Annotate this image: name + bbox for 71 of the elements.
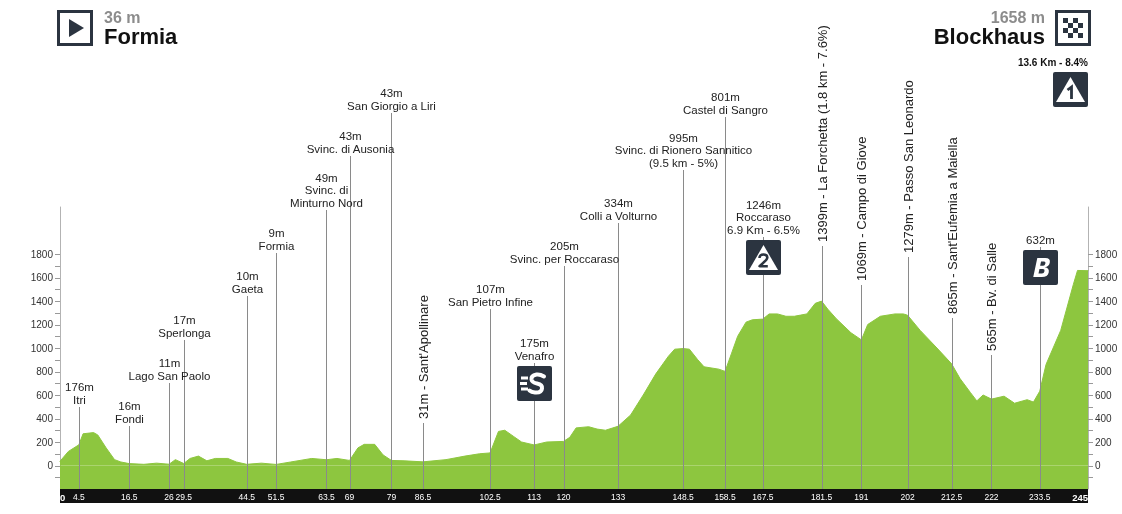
ref-line-label: 31m - Sant'Apollinare <box>416 295 431 419</box>
y2-tick-label: 800 <box>1095 366 1113 377</box>
x-tick-label: 167.5 <box>752 491 774 502</box>
text: 13.6 Km - 8.4% <box>1017 56 1089 68</box>
y2-tick-label: 600 <box>1095 389 1113 401</box>
ref-line-label: 9m Formia <box>258 227 295 252</box>
x-tick-label: 29.5 <box>175 491 193 502</box>
x-tick-label: 4.5 <box>72 491 86 502</box>
x-tick-label: 212.5 <box>940 491 963 502</box>
y-tick-label: 400 <box>36 413 54 424</box>
ref-line-label: 1279m - Passo San Leonardo <box>901 80 916 253</box>
x-tick-label: 44.5 <box>238 491 256 502</box>
ref-line-label: 107m San Pietro Infine <box>447 283 534 308</box>
y2-tick-label: 400 <box>1095 413 1113 424</box>
x-tick-label: 148.5 <box>672 491 694 502</box>
x-tick-label: 16.5 <box>120 491 138 502</box>
ref-line-label: 176m Itri <box>65 381 94 406</box>
x-tick-label: 79 <box>386 491 397 502</box>
y2-tick-label: 1200 <box>1095 319 1118 330</box>
x-tick-label: 120 <box>556 491 571 502</box>
y-tick-label: 0 <box>47 460 54 471</box>
x-tick-label: 245 <box>1072 491 1089 503</box>
y2-tick-label: 1000 <box>1095 342 1118 354</box>
text: 36 m Formia <box>104 8 179 49</box>
ref-line-label: 49m Svinc. di Minturno Nord <box>290 171 363 209</box>
x-tick-label: 181.5 <box>810 491 833 502</box>
y-tick-label: 1000 <box>30 342 54 354</box>
x-tick-label: 133 <box>610 491 626 502</box>
ref-line-label: 10m Gaeta <box>231 270 264 295</box>
ref-line-label: 175m Venafro <box>514 337 555 362</box>
x-tick-label: 69 <box>344 491 355 502</box>
ref-line-label: 565m - Bv. di Salle <box>984 242 999 351</box>
y-tick-label: 600 <box>36 389 54 401</box>
ref-line-label: 16m Fondi <box>115 400 144 425</box>
text: 1658 m Blockhaus <box>933 8 1045 49</box>
ref-line-label: 205m Svinc. per Roccaraso <box>509 240 620 265</box>
x-tick-label: 86.5 <box>414 491 432 502</box>
ref-line-label: 632m <box>1026 233 1055 246</box>
y-tick-label: 800 <box>36 366 54 377</box>
ref-line-label: 11m Lago San Paolo <box>128 357 211 382</box>
x-tick-label: 26 <box>164 491 175 502</box>
ref-line-label: 17m Sperlonga <box>158 314 212 339</box>
y2-tick-label: 1600 <box>1095 272 1118 283</box>
x-tick-label: 202 <box>900 491 915 502</box>
x-tick-label: 63.5 <box>318 491 335 502</box>
y2-tick-label: 0 <box>1095 460 1101 471</box>
y2-tick-label: 1400 <box>1095 295 1118 307</box>
x-tick-label: 233.5 <box>1029 491 1051 502</box>
y-tick-label: 1600 <box>30 272 54 283</box>
ref-line-label: 1399m - La Forchetta (1.8 km - 7.6%) <box>815 25 830 242</box>
ref-line-label: 43m San Giorgio a Liri <box>347 87 436 112</box>
ref-line-label: 43m Svinc. di Ausonia <box>306 130 395 155</box>
x-tick-label: 222 <box>984 491 999 502</box>
x-tick-label: 51.5 <box>267 491 285 502</box>
y-tick-label: 1800 <box>30 248 54 260</box>
y-tick-label: 200 <box>36 436 54 448</box>
y2-tick-label: 1800 <box>1095 248 1118 260</box>
x-tick-label: 0 <box>60 491 66 503</box>
ref-line-label: 1246m Roccaraso 6.9 Km - 6.5% <box>727 198 800 236</box>
x-tick-label: 102.5 <box>479 491 501 502</box>
x-tick-label: 158.5 <box>714 491 736 502</box>
x-tick-label: 113 <box>527 491 542 502</box>
y-tick-label: 1400 <box>30 295 54 307</box>
ref-line-label: 995m Svinc. di Rionero Sannitico (9.5 km - 5%) <box>614 131 753 169</box>
x-tick-label: 191 <box>854 491 869 502</box>
ref-line-label: 1069m - Campo di Giove <box>854 136 869 281</box>
ref-line-label: 801m Castel di Sangro <box>682 91 769 116</box>
ref-line-label: 334m Colli a Volturno <box>579 197 658 222</box>
y2-tick-label: 200 <box>1095 436 1113 448</box>
y-tick-label: 1200 <box>30 319 54 330</box>
ref-line-label: 865m - Sant'Eufemia a Maiella <box>945 136 960 314</box>
